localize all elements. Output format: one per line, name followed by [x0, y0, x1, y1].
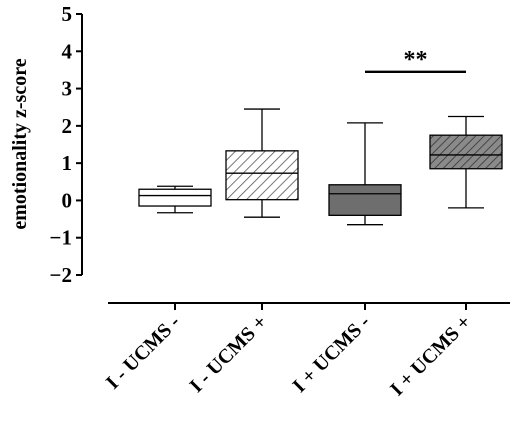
y-tick-label: 5: [62, 2, 73, 26]
box-2: [225, 108, 299, 218]
x-axis: I - UCMS -I - UCMS + I + UCMS -I + UCMS +: [102, 302, 510, 400]
box-body: [225, 150, 299, 201]
annotations-group: **: [365, 47, 466, 73]
y-tick-label: 3: [62, 77, 73, 101]
y-tick-label: −2: [50, 263, 72, 287]
y-tick-label: 4: [62, 39, 73, 63]
significance-label: **: [404, 47, 428, 73]
y-tick-label: 1: [62, 151, 73, 175]
y-axis-label: emotionality z-score: [9, 58, 31, 229]
x-tick-label: I - UCMS +: [185, 311, 271, 397]
x-tick-label: I - UCMS -: [102, 311, 185, 394]
box-3: [328, 122, 402, 226]
boxes-group: [138, 108, 503, 226]
y-tick-label: 0: [62, 188, 73, 212]
box-body: [429, 134, 503, 170]
box-4: [429, 115, 503, 209]
x-tick-label: I + UCMS +: [386, 311, 475, 400]
y-tick-label: −1: [50, 226, 72, 250]
x-tick-label: I + UCMS -: [288, 311, 374, 397]
box-body: [328, 184, 402, 216]
y-tick-label: 2: [62, 114, 73, 138]
y-axis: 5 4 3 2 1 0 −1 −2: [50, 2, 83, 287]
box-body: [138, 188, 212, 207]
box-1: [138, 185, 212, 214]
